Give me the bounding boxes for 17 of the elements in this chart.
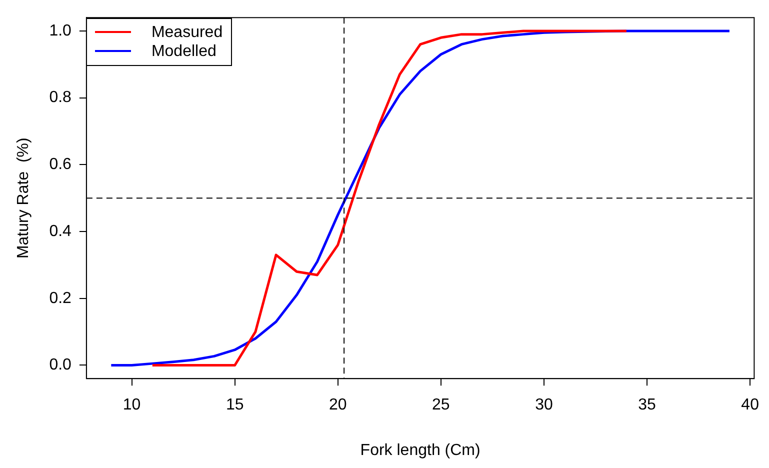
x-axis-title: Fork length (Cm): [360, 442, 480, 459]
x-tick-label: 40: [741, 396, 760, 414]
legend-label: Measured: [151, 22, 223, 42]
x-tick-label: 15: [226, 396, 244, 414]
x-tick-label: 25: [432, 396, 450, 414]
x-tick-label: 35: [638, 396, 656, 414]
y-axis-title: Matury Rate (%): [15, 138, 32, 259]
x-tick-label: 20: [328, 396, 347, 414]
legend-label: Modelled: [151, 42, 216, 61]
x-tick-label: 10: [122, 396, 141, 414]
x-tick-label: 30: [535, 396, 553, 414]
y-tick-label: 0.8: [49, 89, 72, 106]
y-tick-label: 1.0: [49, 22, 72, 40]
y-tick-label: 0.6: [49, 156, 72, 174]
y-tick-label: 0.2: [49, 290, 72, 307]
y-tick-label: 0.4: [49, 222, 72, 240]
y-tick-label: 0.0: [49, 356, 72, 374]
